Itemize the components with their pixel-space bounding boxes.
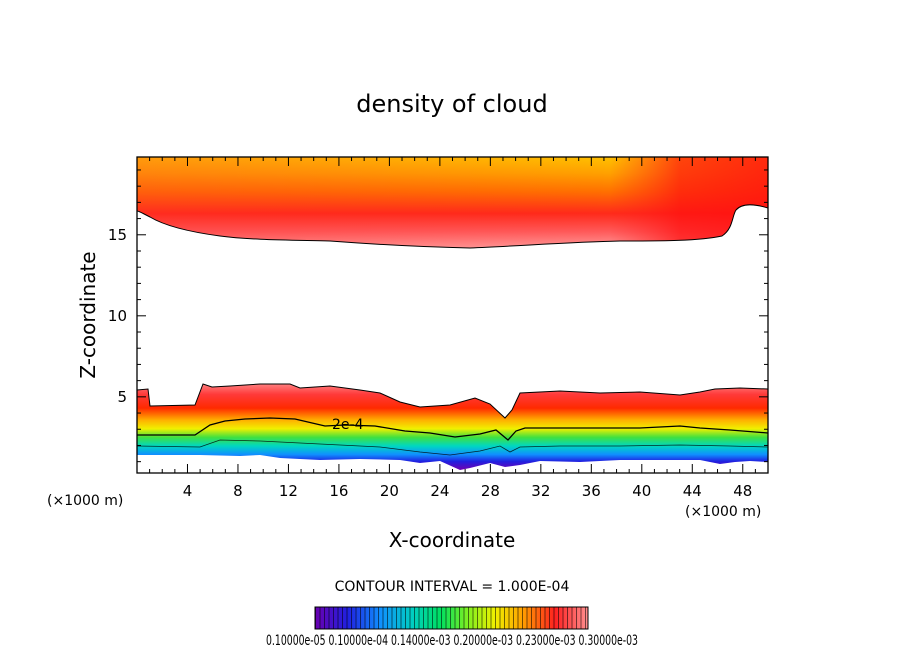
- colorbar-frame: [314, 606, 589, 630]
- x-unit-right: (×1000 m): [685, 504, 761, 520]
- y-tick-label: 5: [117, 388, 127, 406]
- y-axis-label: Z-coordinate: [76, 251, 100, 378]
- x-tick-labels: 4 8 12 16 20 24 28 32 36 40 44 48: [183, 482, 753, 500]
- x-tick-label: 12: [279, 482, 298, 500]
- x-tick-label: 36: [582, 482, 601, 500]
- x-tick-label: 20: [380, 482, 399, 500]
- contour-interval-text: CONTOUR INTERVAL = 1.000E-04: [335, 579, 570, 595]
- contour-label: 2e-4: [332, 417, 364, 433]
- chart-title: density of cloud: [356, 90, 547, 118]
- upper-cloud-edge-shading: [137, 157, 768, 248]
- y-tick-labels: 5 10 15: [108, 226, 127, 406]
- axis-ticks: [137, 157, 768, 473]
- y-tick-label: 15: [108, 226, 127, 244]
- colorbar-segment-lines: [315, 607, 588, 629]
- x-tick-label: 4: [183, 482, 193, 500]
- colorbar-labels: 0.10000e-05 0.10000e-04 0.14000e-03 0.20…: [266, 633, 638, 649]
- contour-line-lower: [137, 439, 768, 456]
- x-tick-label: 16: [329, 482, 348, 500]
- lower-cloud-outline: [137, 383, 768, 419]
- x-tick-label: 44: [683, 482, 702, 500]
- x-tick-label: 28: [481, 482, 500, 500]
- plot-area: [137, 157, 768, 470]
- upper-cloud-outline: [137, 204, 768, 249]
- x-unit-left: (×1000 m): [47, 493, 123, 509]
- x-tick-label: 40: [632, 482, 651, 500]
- y-tick-label: 10: [108, 307, 127, 325]
- x-tick-label: 48: [733, 482, 752, 500]
- contour-line-2e-4: [137, 417, 768, 441]
- lower-cloud-layer: [137, 384, 768, 470]
- x-tick-label: 24: [430, 482, 449, 500]
- x-axis-label: X-coordinate: [389, 528, 516, 552]
- x-tick-label: 8: [233, 482, 243, 500]
- x-tick-label: 32: [531, 482, 550, 500]
